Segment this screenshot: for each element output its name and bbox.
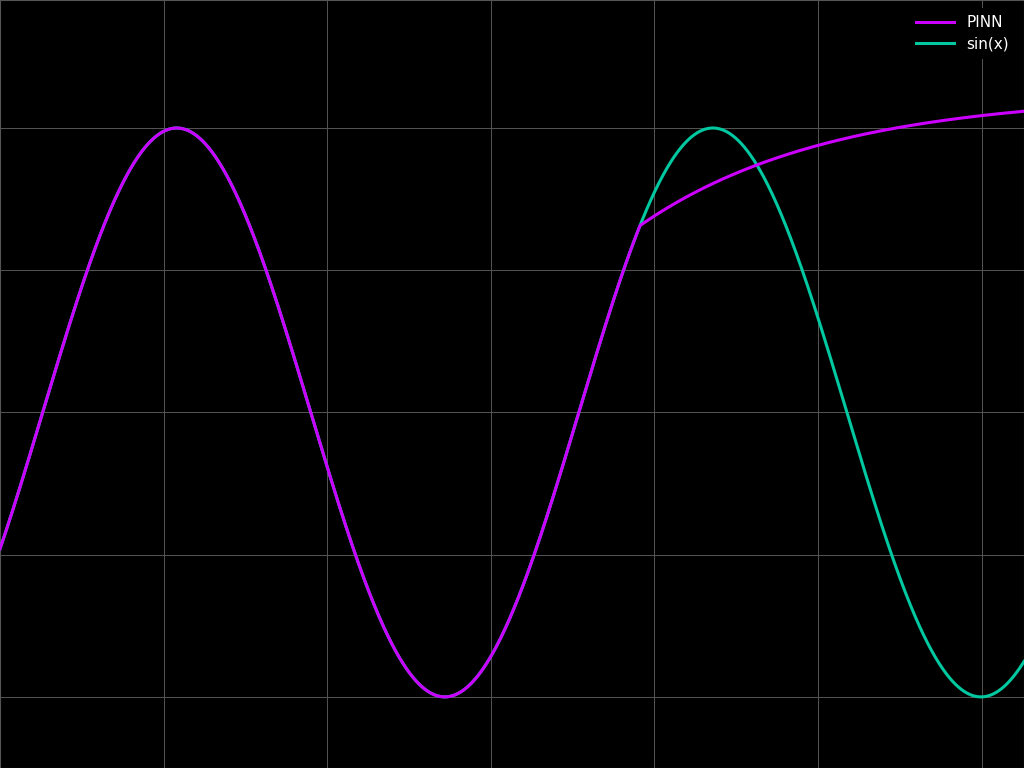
Legend: PINN, sin(x): PINN, sin(x) [908, 8, 1017, 59]
